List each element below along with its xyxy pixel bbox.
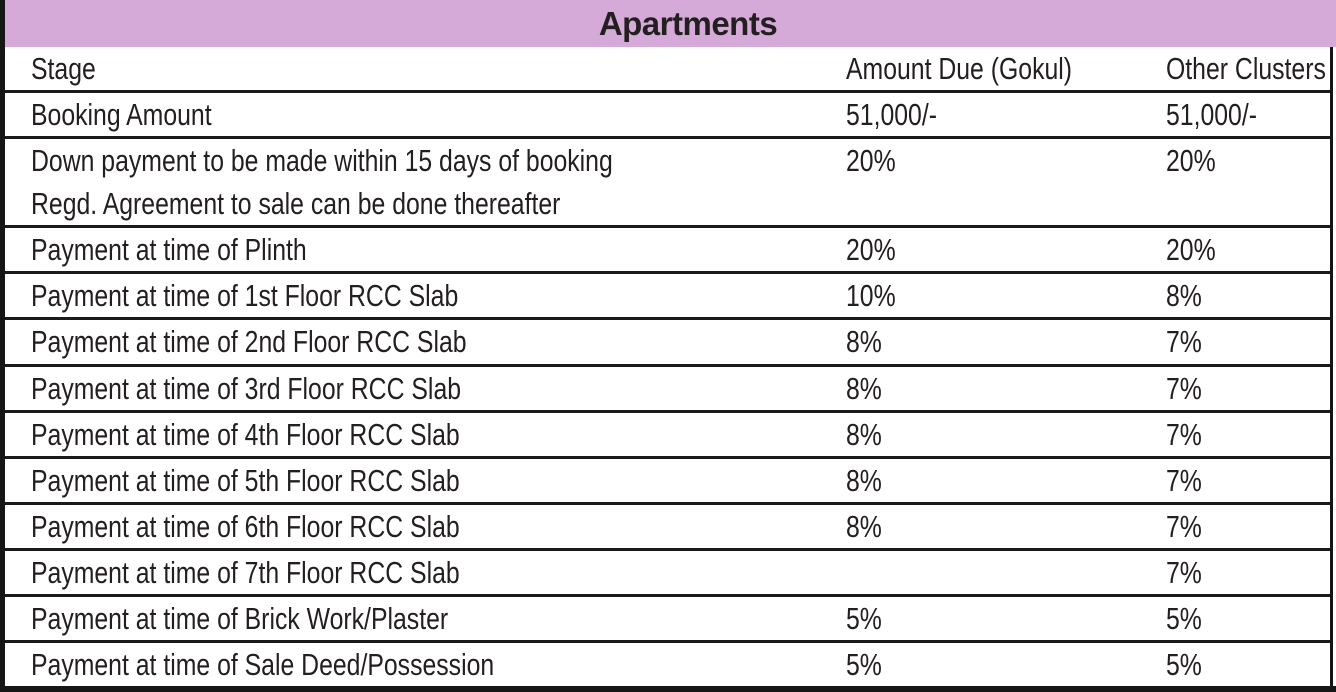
stage-text: Payment at time of 4th Floor RCC Slab	[31, 416, 460, 452]
stage-cell: Payment at time of 1st Floor RCC Slab	[5, 274, 846, 317]
header-cell-other-clusters: Other Clusters	[1166, 47, 1330, 90]
table-row: Payment at time of 5th Floor RCC Slab 8%…	[5, 459, 1330, 505]
table-title: Apartments	[598, 4, 778, 42]
column-header-other-clusters: Other Clusters	[1166, 51, 1326, 87]
stage-cell: Payment at time of 3rd Floor RCC Slab	[5, 367, 846, 410]
header-cell-amount-due-gokul: Amount Due (Gokul)	[846, 47, 1166, 90]
stage-cell: Payment at time of Plinth	[5, 228, 846, 271]
table-row: Payment at time of 2nd Floor RCC Slab 8%…	[5, 320, 1330, 367]
stage-cell: Payment at time of 5th Floor RCC Slab	[5, 459, 846, 502]
amount-due-gokul-cell: 51,000/-	[846, 93, 1166, 136]
stage-cell: Booking Amount	[5, 93, 846, 136]
stage-text: Payment at time of 6th Floor RCC Slab	[31, 508, 460, 544]
other-clusters-cell: 5%	[1166, 643, 1330, 686]
other-clusters-value: 7%	[1166, 508, 1202, 544]
table-row: Payment at time of Brick Work/Plaster 5%…	[5, 597, 1330, 643]
stage-text: Payment at time of 3rd Floor RCC Slab	[31, 370, 462, 406]
other-clusters-cell: 7%	[1166, 413, 1330, 456]
amount-due-gokul-cell: 8%	[846, 505, 1166, 548]
stage-text: Payment at time of 2nd Floor RCC Slab	[31, 324, 467, 360]
table-body: Stage Amount Due (Gokul) Other Clusters …	[5, 47, 1333, 686]
amount-due-gokul-value: 51,000/-	[846, 97, 938, 133]
other-clusters-cell: 7%	[1166, 459, 1330, 502]
table-row: Payment at time of 6th Floor RCC Slab 8%…	[5, 505, 1330, 551]
stage-text: Booking Amount	[31, 97, 212, 133]
other-clusters-cell: 7%	[1166, 505, 1330, 548]
stage-text: Payment at time of Plinth	[31, 232, 307, 268]
other-clusters-value: 20%	[1166, 232, 1216, 268]
other-clusters-value: 7%	[1166, 370, 1202, 406]
stage-text: Payment at time of 5th Floor RCC Slab	[31, 462, 460, 498]
amount-due-gokul-cell	[846, 551, 1166, 594]
other-clusters-cell: 20%	[1166, 228, 1330, 271]
stage-text: Payment at time of 1st Floor RCC Slab	[31, 278, 459, 314]
other-clusters-cell: 51,000/-	[1166, 93, 1330, 136]
other-clusters-cell: 20%	[1166, 139, 1330, 225]
stage-text: Payment at time of 7th Floor RCC Slab	[31, 554, 460, 590]
amount-due-gokul-value: 8%	[846, 462, 882, 498]
table-title-band: Apartments	[5, 0, 1336, 47]
amount-due-gokul-value: 8%	[846, 416, 882, 452]
column-header-stage: Stage	[31, 51, 96, 87]
other-clusters-value: 7%	[1166, 416, 1202, 452]
other-clusters-cell: 8%	[1166, 274, 1330, 317]
stage-cell: Payment at time of Brick Work/Plaster	[5, 597, 846, 640]
amount-due-gokul-cell: 8%	[846, 459, 1166, 502]
other-clusters-cell: 7%	[1166, 367, 1330, 410]
column-header-amount-due-gokul: Amount Due (Gokul)	[846, 51, 1073, 87]
other-clusters-value: 5%	[1166, 600, 1202, 636]
table-row: Payment at time of 3rd Floor RCC Slab 8%…	[5, 367, 1330, 413]
other-clusters-value: 20%	[1166, 143, 1216, 179]
stage-cell: Payment at time of 6th Floor RCC Slab	[5, 505, 846, 548]
other-clusters-value: 7%	[1166, 462, 1202, 498]
stage-cell: Payment at time of 4th Floor RCC Slab	[5, 413, 846, 456]
amount-due-gokul-value: 8%	[846, 370, 882, 406]
amount-due-gokul-cell: 20%	[846, 139, 1166, 225]
other-clusters-cell: 7%	[1166, 320, 1330, 363]
table-row: Payment at time of Sale Deed/Possession …	[5, 643, 1330, 686]
other-clusters-value: 7%	[1166, 324, 1202, 360]
other-clusters-cell: 7%	[1166, 551, 1330, 594]
amount-due-gokul-value: 20%	[846, 143, 896, 179]
table-row: Payment at time of Plinth 20% 20%	[5, 228, 1330, 275]
other-clusters-value: 8%	[1166, 278, 1202, 314]
amount-due-gokul-cell: 5%	[846, 643, 1166, 686]
table-row: Booking Amount 51,000/- 51,000/-	[5, 93, 1330, 140]
stage-text: Payment at time of Sale Deed/Possession	[31, 647, 495, 683]
amount-due-gokul-cell: 10%	[846, 274, 1166, 317]
amount-due-gokul-value: 5%	[846, 600, 882, 636]
stage-text-line2: Regd. Agreement to sale can be done ther…	[31, 186, 561, 222]
stage-cell: Down payment to be made within 15 days o…	[5, 139, 846, 225]
other-clusters-value: 7%	[1166, 554, 1202, 590]
stage-text: Payment at time of Brick Work/Plaster	[31, 600, 449, 636]
stage-text: Down payment to be made within 15 days o…	[31, 143, 613, 179]
other-clusters-cell: 5%	[1166, 597, 1330, 640]
other-clusters-value: 51,000/-	[1166, 97, 1258, 133]
amount-due-gokul-cell: 20%	[846, 228, 1166, 271]
amount-due-gokul-value: 20%	[846, 232, 896, 268]
amount-due-gokul-cell: 5%	[846, 597, 1166, 640]
amount-due-gokul-cell: 8%	[846, 413, 1166, 456]
stage-cell: Payment at time of 2nd Floor RCC Slab	[5, 320, 846, 363]
amount-due-gokul-value: 8%	[846, 324, 882, 360]
amount-due-gokul-cell: 8%	[846, 367, 1166, 410]
other-clusters-value: 5%	[1166, 647, 1202, 683]
amount-due-gokul-value: 8%	[846, 508, 882, 544]
amount-due-gokul-value: 10%	[846, 278, 896, 314]
stage-cell: Payment at time of Sale Deed/Possession	[5, 643, 846, 686]
table-header-row: Stage Amount Due (Gokul) Other Clusters	[5, 47, 1330, 94]
table-row: Payment at time of 1st Floor RCC Slab 10…	[5, 274, 1330, 321]
stage-cell: Payment at time of 7th Floor RCC Slab	[5, 551, 846, 594]
table-row: Down payment to be made within 15 days o…	[5, 139, 1330, 229]
table-row: Payment at time of 7th Floor RCC Slab 7%	[5, 551, 1330, 597]
header-cell-stage: Stage	[5, 47, 846, 90]
amount-due-gokul-value: 5%	[846, 647, 882, 683]
amount-due-gokul-cell: 8%	[846, 320, 1166, 363]
table-row: Payment at time of 4th Floor RCC Slab 8%…	[5, 413, 1330, 459]
